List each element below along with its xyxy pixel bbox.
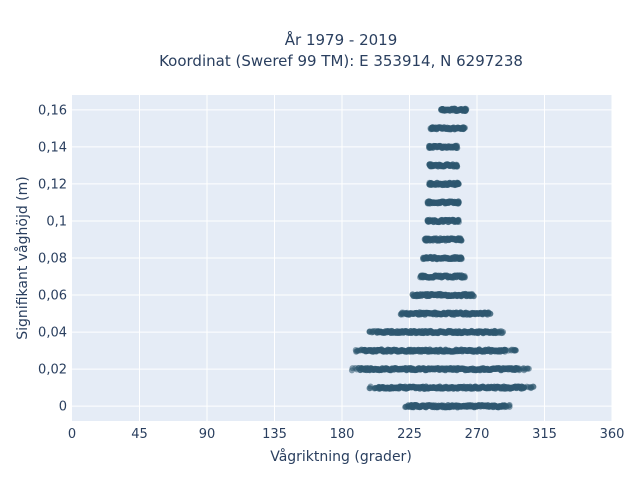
point-band (421, 235, 465, 244)
data-point (510, 346, 517, 353)
data-point (501, 348, 508, 355)
data-point (366, 385, 373, 392)
data-point (462, 108, 469, 115)
data-point (362, 346, 369, 353)
x-tick-label: 225 (397, 427, 422, 442)
data-point (425, 198, 432, 205)
data-point (454, 218, 461, 225)
data-point (459, 124, 466, 131)
chart-title-line2: Koordinat (Sweref 99 TM): E 353914, N 62… (159, 52, 523, 70)
point-band (397, 309, 494, 318)
y-tick-label: 0,08 (38, 252, 67, 267)
point-band (424, 216, 462, 226)
x-tick-label: 45 (131, 427, 148, 442)
data-point (454, 179, 461, 186)
data-point (422, 235, 429, 242)
y-tick-label: 0,06 (38, 289, 67, 304)
data-point (425, 218, 432, 225)
data-point (402, 404, 409, 411)
point-band (426, 179, 462, 189)
point-band (402, 401, 513, 411)
data-point (359, 365, 366, 372)
data-point (501, 404, 508, 411)
point-band (426, 161, 461, 170)
x-tick-label: 270 (465, 427, 490, 442)
x-axis-ticks: 0 45 90 135 180 225 270 315 360 (68, 427, 625, 442)
data-points (348, 105, 537, 411)
x-tick-label: 135 (262, 427, 287, 442)
point-band (409, 290, 477, 300)
point-band (426, 142, 461, 152)
data-point (404, 309, 411, 316)
data-point (426, 144, 433, 151)
y-tick-label: 0,04 (38, 326, 67, 341)
data-point (521, 384, 528, 391)
data-point (422, 254, 429, 261)
data-point (419, 274, 426, 281)
data-point (484, 310, 491, 317)
data-point (353, 348, 360, 355)
data-point (408, 402, 415, 409)
data-point (452, 143, 459, 150)
data-point (372, 385, 379, 392)
data-point (522, 366, 529, 372)
x-tick-label: 360 (600, 427, 625, 442)
data-point (349, 365, 356, 372)
x-axis-title: Vågriktning (grader) (270, 448, 412, 465)
chart-title-line1: År 1979 - 2019 (285, 30, 398, 49)
y-axis-ticks: 0 0,02 0,04 0,06 0,08 0,1 0,12 0,14 0,16 (38, 103, 67, 414)
data-point (453, 162, 460, 168)
point-band (424, 198, 462, 207)
data-point (515, 365, 522, 372)
point-band (438, 105, 470, 115)
y-tick-label: 0,1 (46, 214, 67, 229)
data-point (409, 291, 416, 298)
data-point (369, 329, 376, 336)
point-band (420, 253, 465, 263)
data-point (429, 125, 436, 132)
y-tick-label: 0,16 (38, 103, 67, 118)
data-point (457, 235, 464, 242)
point-band (427, 124, 468, 133)
y-tick-label: 0,14 (38, 140, 67, 155)
data-point (454, 200, 461, 207)
x-tick-label: 315 (532, 427, 557, 442)
x-tick-label: 0 (68, 427, 76, 442)
data-point (398, 310, 405, 317)
data-point (438, 106, 445, 113)
point-band (348, 364, 532, 374)
x-tick-label: 90 (199, 427, 216, 442)
point-band (366, 327, 507, 337)
point-band (417, 272, 468, 281)
point-band (366, 383, 537, 392)
data-point (525, 384, 532, 391)
y-axis-title: Signifikant våghöjd (m) (14, 176, 31, 339)
point-band (352, 346, 519, 355)
data-point (466, 293, 473, 300)
data-point (458, 255, 465, 262)
data-point (459, 274, 466, 281)
y-tick-label: 0 (59, 400, 67, 415)
x-tick-label: 180 (330, 427, 355, 442)
data-point (426, 181, 433, 188)
y-tick-label: 0,02 (38, 363, 67, 378)
data-point (498, 328, 505, 335)
y-tick-label: 0,12 (38, 177, 67, 192)
data-point (426, 162, 433, 169)
